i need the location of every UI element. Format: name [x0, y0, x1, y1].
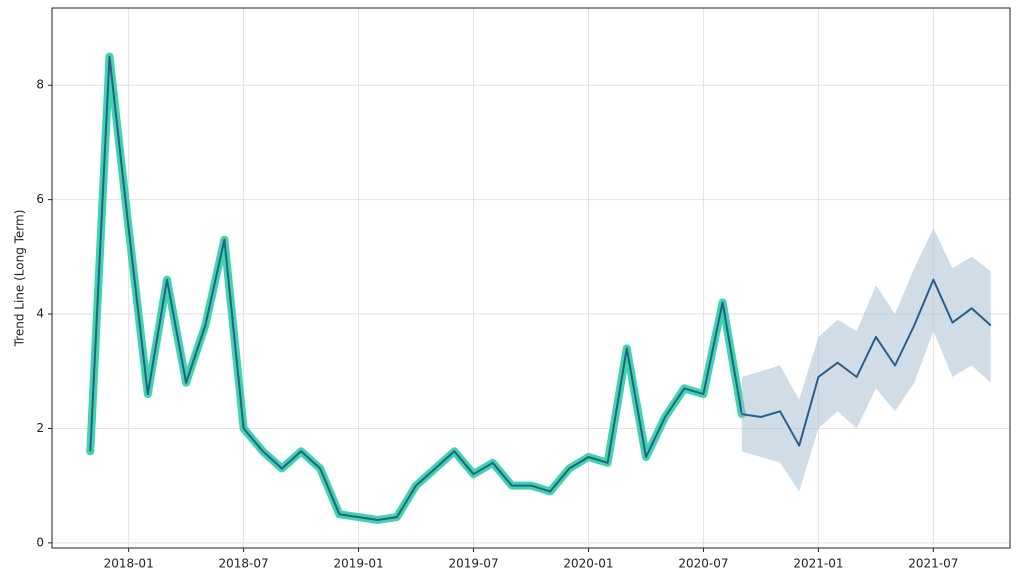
x-tick-label: 2020-01: [563, 557, 613, 571]
trend-line: [741, 278, 992, 447]
y-tick-label: 8: [36, 78, 44, 92]
x-tick-label: 2020-07: [678, 557, 728, 571]
y-tick-label: 0: [36, 535, 44, 549]
x-tick-label: 2019-01: [333, 557, 383, 571]
y-tick-label: 6: [36, 192, 44, 206]
x-tick-label: 2021-01: [793, 557, 843, 571]
confidence-band: [741, 228, 991, 492]
x-tick-label: 2021-07: [908, 557, 958, 571]
trend-line: [89, 55, 743, 521]
y-tick-label: 2: [36, 421, 44, 435]
plot-frame: [51, 7, 1011, 549]
x-tick-label: 2018-07: [219, 557, 269, 571]
x-tick-label: 2018-01: [104, 557, 154, 571]
y-tick-label: 4: [36, 307, 44, 321]
x-tick-label: 2019-07: [448, 557, 498, 571]
y-axis-label: Trend Line (Long Term): [13, 210, 27, 348]
